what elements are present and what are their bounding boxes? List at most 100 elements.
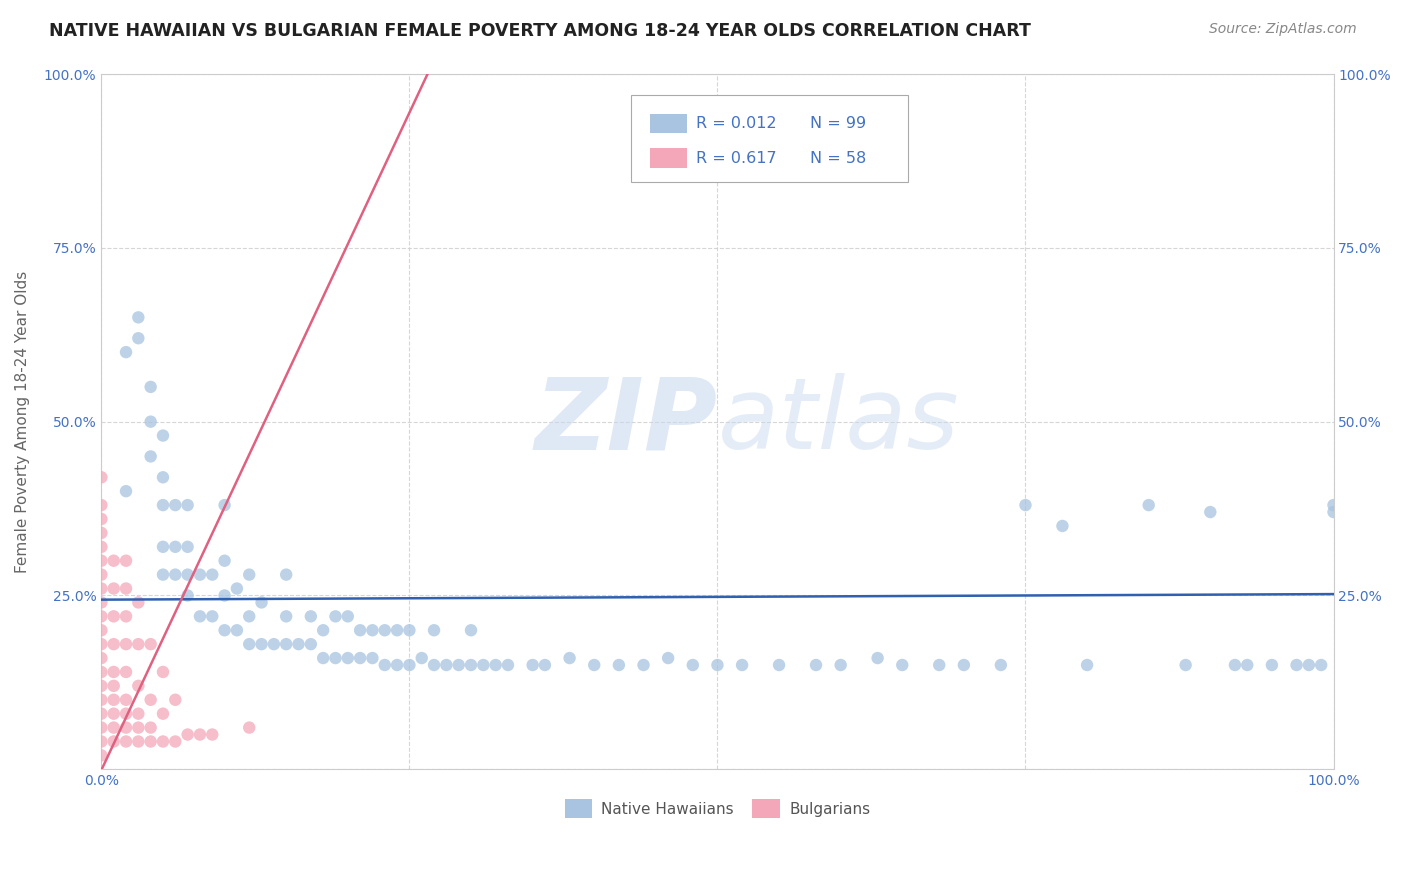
- Point: [361, 651, 384, 665]
- Point: [165, 734, 187, 748]
- Point: [90, 554, 112, 568]
- Point: [90, 582, 112, 596]
- Point: [706, 658, 728, 673]
- Text: atlas: atlas: [717, 373, 959, 470]
- Point: [768, 658, 790, 673]
- Point: [1199, 505, 1222, 519]
- Point: [250, 637, 273, 651]
- Point: [127, 310, 149, 325]
- Point: [238, 609, 260, 624]
- Point: [90, 540, 112, 554]
- Point: [238, 637, 260, 651]
- Point: [115, 484, 138, 499]
- Point: [103, 693, 125, 707]
- Point: [423, 658, 446, 673]
- Point: [152, 734, 174, 748]
- Point: [990, 658, 1012, 673]
- Point: [472, 658, 495, 673]
- Point: [398, 658, 420, 673]
- Point: [115, 637, 138, 651]
- Point: [115, 706, 138, 721]
- Point: [276, 637, 298, 651]
- Point: [238, 567, 260, 582]
- Point: [103, 734, 125, 748]
- Point: [127, 637, 149, 651]
- Point: [583, 658, 606, 673]
- Point: [90, 512, 112, 526]
- Point: [103, 721, 125, 735]
- Point: [250, 595, 273, 609]
- Point: [447, 658, 470, 673]
- Point: [103, 582, 125, 596]
- Point: [312, 624, 335, 638]
- Point: [299, 637, 322, 651]
- Point: [90, 679, 112, 693]
- Point: [165, 693, 187, 707]
- Point: [90, 721, 112, 735]
- Point: [152, 706, 174, 721]
- Point: [152, 567, 174, 582]
- Point: [201, 609, 224, 624]
- Point: [152, 498, 174, 512]
- Point: [1137, 498, 1160, 512]
- Point: [866, 651, 889, 665]
- Point: [127, 331, 149, 345]
- Point: [90, 498, 112, 512]
- Point: [90, 624, 112, 638]
- Bar: [650, 148, 686, 168]
- Point: [1298, 658, 1320, 673]
- Point: [496, 658, 519, 673]
- Point: [127, 706, 149, 721]
- Point: [139, 721, 162, 735]
- Point: [1174, 658, 1197, 673]
- Point: [90, 637, 112, 651]
- Point: [165, 540, 187, 554]
- Point: [103, 679, 125, 693]
- Point: [558, 651, 581, 665]
- Point: [263, 637, 285, 651]
- Point: [188, 609, 211, 624]
- Point: [214, 554, 236, 568]
- Point: [152, 540, 174, 554]
- Point: [312, 651, 335, 665]
- Point: [90, 525, 112, 540]
- Text: R = 0.617: R = 0.617: [696, 151, 778, 166]
- Point: [90, 595, 112, 609]
- Point: [127, 734, 149, 748]
- Point: [657, 651, 679, 665]
- Point: [1322, 505, 1344, 519]
- Point: [214, 624, 236, 638]
- Text: N = 99: N = 99: [810, 116, 866, 131]
- Point: [90, 609, 112, 624]
- Point: [115, 665, 138, 679]
- Point: [276, 609, 298, 624]
- Point: [115, 734, 138, 748]
- Point: [460, 624, 482, 638]
- Point: [731, 658, 754, 673]
- Point: [201, 727, 224, 741]
- Point: [188, 727, 211, 741]
- Text: Source: ZipAtlas.com: Source: ZipAtlas.com: [1209, 22, 1357, 37]
- Point: [176, 567, 198, 582]
- Point: [1014, 498, 1036, 512]
- Point: [214, 589, 236, 603]
- Point: [152, 428, 174, 442]
- Point: [139, 734, 162, 748]
- Y-axis label: Female Poverty Among 18-24 Year Olds: Female Poverty Among 18-24 Year Olds: [15, 270, 30, 573]
- Point: [152, 470, 174, 484]
- Point: [460, 658, 482, 673]
- Point: [325, 609, 347, 624]
- Point: [90, 470, 112, 484]
- Point: [385, 624, 408, 638]
- Point: [139, 450, 162, 464]
- Point: [1223, 658, 1246, 673]
- Point: [349, 651, 371, 665]
- Point: [188, 567, 211, 582]
- Point: [103, 665, 125, 679]
- Text: NATIVE HAWAIIAN VS BULGARIAN FEMALE POVERTY AMONG 18-24 YEAR OLDS CORRELATION CH: NATIVE HAWAIIAN VS BULGARIAN FEMALE POVE…: [49, 22, 1031, 40]
- Point: [1285, 658, 1308, 673]
- Point: [139, 380, 162, 394]
- Point: [176, 727, 198, 741]
- Point: [238, 721, 260, 735]
- Point: [349, 624, 371, 638]
